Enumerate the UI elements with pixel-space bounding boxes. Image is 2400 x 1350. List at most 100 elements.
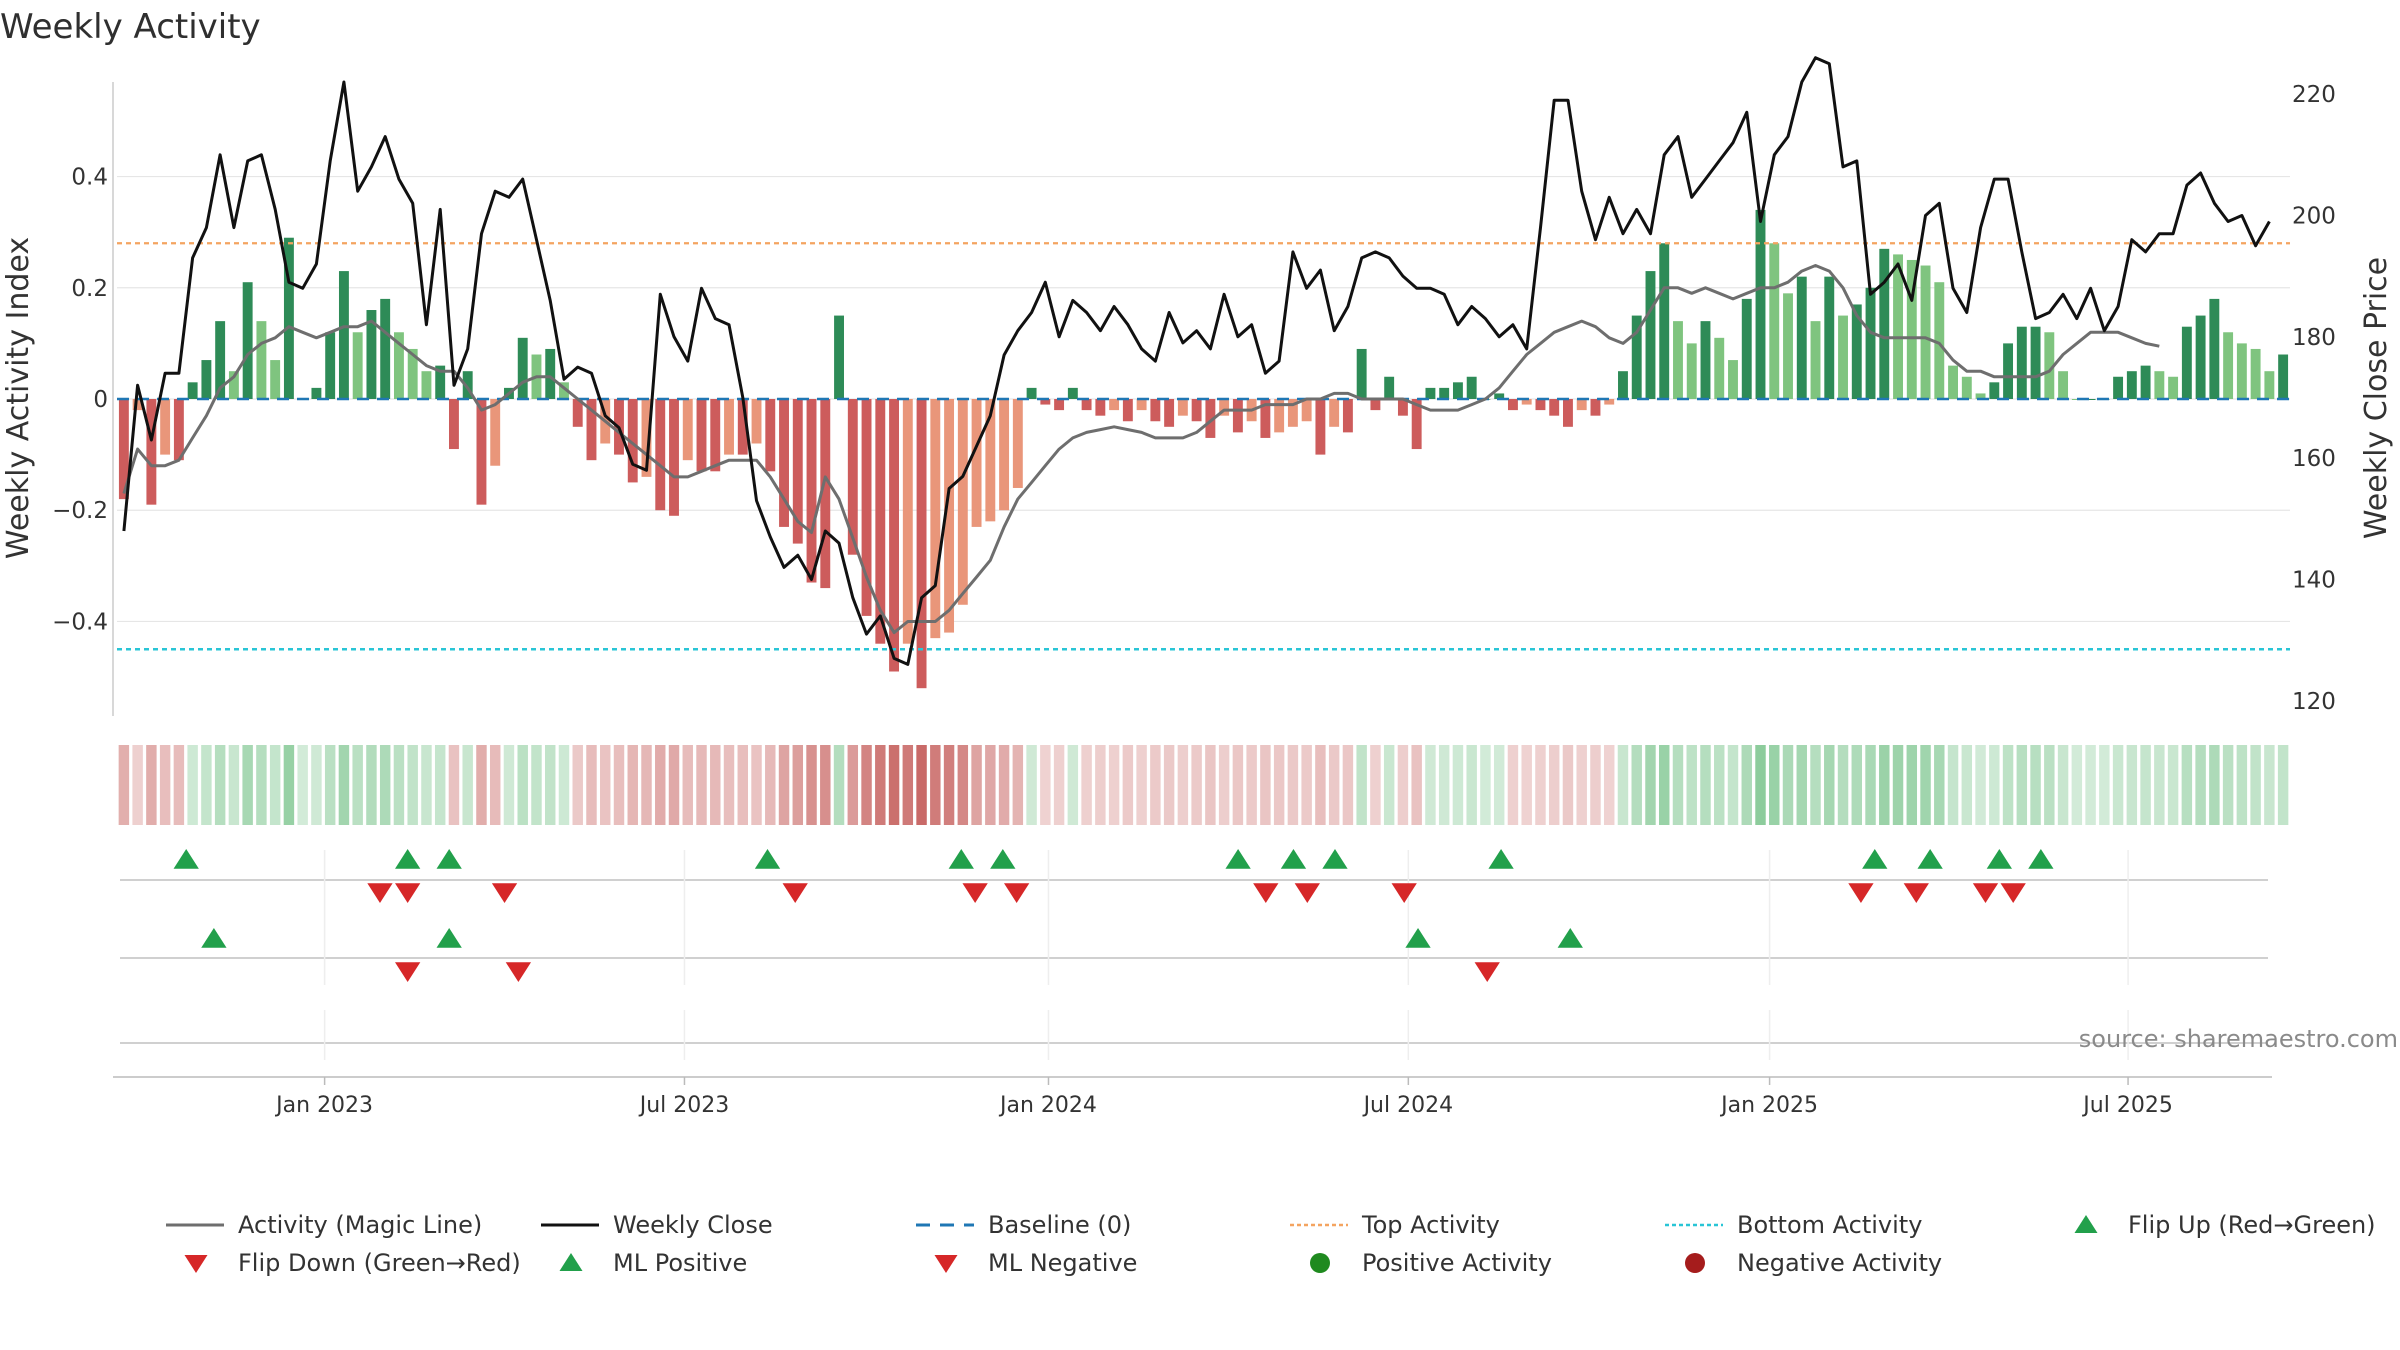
legend-label: Weekly Close [613,1211,773,1239]
x-tick-label: Jul 2025 [2081,1093,2173,1118]
activity-bar [1054,399,1065,411]
activity-bar [944,399,955,633]
activity-bar [1906,259,1917,399]
activity-bar [971,399,982,527]
activity-bar [1618,371,1628,399]
heat-cell [2264,745,2275,825]
heat-cell [2044,745,2055,825]
activity-bar [270,360,281,399]
heat-cell [1755,745,1766,825]
heat-cell [1218,745,1230,825]
activity-bar [1177,399,1188,416]
activity-bar [1342,399,1353,433]
activity-bar [2030,326,2041,399]
activity-bar [1191,399,1202,422]
heat-cell [641,745,652,825]
legend-swatch [1310,1253,1330,1273]
flip-down-marker [1848,883,1874,903]
heat-cell [2236,745,2248,825]
heat-cell [861,745,872,825]
heat-cell [1851,745,1863,825]
heat-cell [1617,745,1629,825]
heat-cell [503,745,515,825]
flip-up-marker [1917,849,1943,869]
activity-bar [228,371,239,399]
flip-up-marker [754,849,781,869]
activity-bar [2181,326,2192,399]
activity-bar [132,399,143,411]
heat-cell [1879,745,1890,825]
heat-cell [311,745,322,825]
heat-cell [1315,745,1326,825]
y-tick-label-left: −0.2 [52,498,108,524]
activity-bar [338,271,349,399]
heat-cell [379,745,391,825]
heat-cell [1920,745,1931,825]
activity-bar [834,315,844,399]
heat-cell [998,745,1010,825]
activity-bar [1645,271,1656,399]
activity-bar [1274,399,1285,433]
heat-cell [324,745,336,825]
activity-bar [724,399,734,455]
activity-bar [1232,399,1243,433]
heat-cell [1810,745,1821,825]
y-tick-label-left: 0.2 [71,276,108,302]
heat-cell [1576,745,1587,825]
activity-bar [1590,399,1601,416]
heat-cell [2250,745,2261,825]
activity-bar [421,371,432,399]
activity-bar [765,399,776,472]
y-tick-label-right: 120 [2292,689,2336,715]
activity-bar [1136,399,1147,411]
flip-up-marker [436,849,462,869]
activity-bar [820,399,831,589]
magic-line [122,264,2160,635]
activity-bar [1686,343,1697,399]
heat-cell [2030,745,2041,825]
heat-cell [586,745,597,825]
activity-bar [875,399,886,644]
activity-bar [462,371,473,399]
activity-bar [1920,265,1931,399]
activity-bar [2044,332,2055,399]
heat-cell [778,745,790,825]
heat-cell [2154,745,2165,825]
flip-down-marker [1972,883,1999,903]
legend-swatch [184,1255,208,1273]
heat-cell [173,745,185,825]
legend-label: Activity (Magic Line) [238,1211,482,1239]
activity-bar [1452,382,1463,399]
legend-label: ML Negative [988,1249,1137,1277]
heat-cell [627,745,638,825]
flip-up-marker [1986,849,2012,869]
activity-bar [242,282,253,399]
heat-cell [1507,745,1519,825]
activity-bar [1026,387,1037,399]
activity-bar [1397,399,1408,416]
heat-cell [765,745,776,825]
heat-cell [1714,745,1725,825]
activity-bar [586,399,597,461]
flip-down-marker [782,883,808,903]
heat-cell [1493,745,1505,825]
activity-bar [1507,399,1518,411]
activity-bar [1769,243,1780,399]
activity-bar [380,298,391,399]
heat-cell [737,745,748,825]
heat-cell [875,745,886,825]
heat-cell [2071,745,2083,825]
y-tick-label-right: 140 [2292,567,2336,593]
legend-swatch [559,1253,583,1271]
activity-bar [957,399,968,605]
heat-cell [2112,745,2124,825]
heat-cell [1672,745,1684,825]
activity-bar [1439,387,1450,399]
heat-cell [297,745,308,825]
flip-down-marker [1903,883,1929,903]
y-tick-label-left: 0 [93,387,108,413]
heat-cell [1438,745,1450,825]
activity-bar [146,399,157,505]
activity-bar [627,399,638,483]
legend-item: Flip Down (Green→Red) [184,1249,521,1277]
